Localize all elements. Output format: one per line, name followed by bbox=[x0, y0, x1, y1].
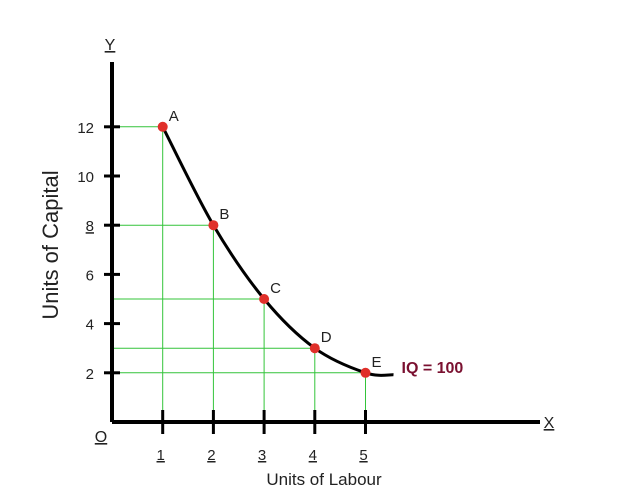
y-tick-label: 8 bbox=[86, 218, 94, 235]
point-D bbox=[309, 343, 320, 354]
y-axis-letter: Y bbox=[105, 37, 116, 54]
axes bbox=[110, 62, 540, 424]
point-E bbox=[360, 367, 371, 378]
points-layer: A B C D E bbox=[157, 108, 382, 378]
y-tick-label: 4 bbox=[86, 317, 94, 334]
y-tick-label: 6 bbox=[86, 267, 94, 284]
point-label-C: C bbox=[270, 280, 281, 297]
curve-layer: IQ = 100 bbox=[161, 126, 464, 377]
y-axis-title: Units of Capital bbox=[38, 170, 63, 319]
x-tick-label: 5 bbox=[359, 447, 367, 464]
y-tick-label: 12 bbox=[77, 120, 94, 137]
x-axis-title: Units of Labour bbox=[266, 470, 382, 489]
origin-label: O bbox=[95, 429, 107, 446]
point-label-A: A bbox=[169, 108, 179, 125]
point-label-B: B bbox=[219, 206, 229, 223]
x-tick-label: 2 bbox=[207, 447, 215, 464]
x-tick-label: 4 bbox=[309, 447, 317, 464]
point-C bbox=[259, 294, 270, 304]
isoquant-curve bbox=[161, 126, 394, 377]
x-axis-letter: X bbox=[544, 415, 555, 432]
point-label-D: D bbox=[321, 329, 332, 346]
guide-lines bbox=[112, 126, 366, 422]
x-tick-label: 1 bbox=[157, 447, 165, 464]
y-tick-label: 10 bbox=[77, 169, 94, 186]
y-tick-label: 2 bbox=[86, 366, 94, 383]
x-tick-label: 3 bbox=[258, 447, 266, 464]
point-label-E: E bbox=[372, 354, 382, 371]
series-label: IQ = 100 bbox=[402, 360, 464, 377]
point-A bbox=[157, 121, 168, 132]
point-B bbox=[208, 220, 219, 231]
